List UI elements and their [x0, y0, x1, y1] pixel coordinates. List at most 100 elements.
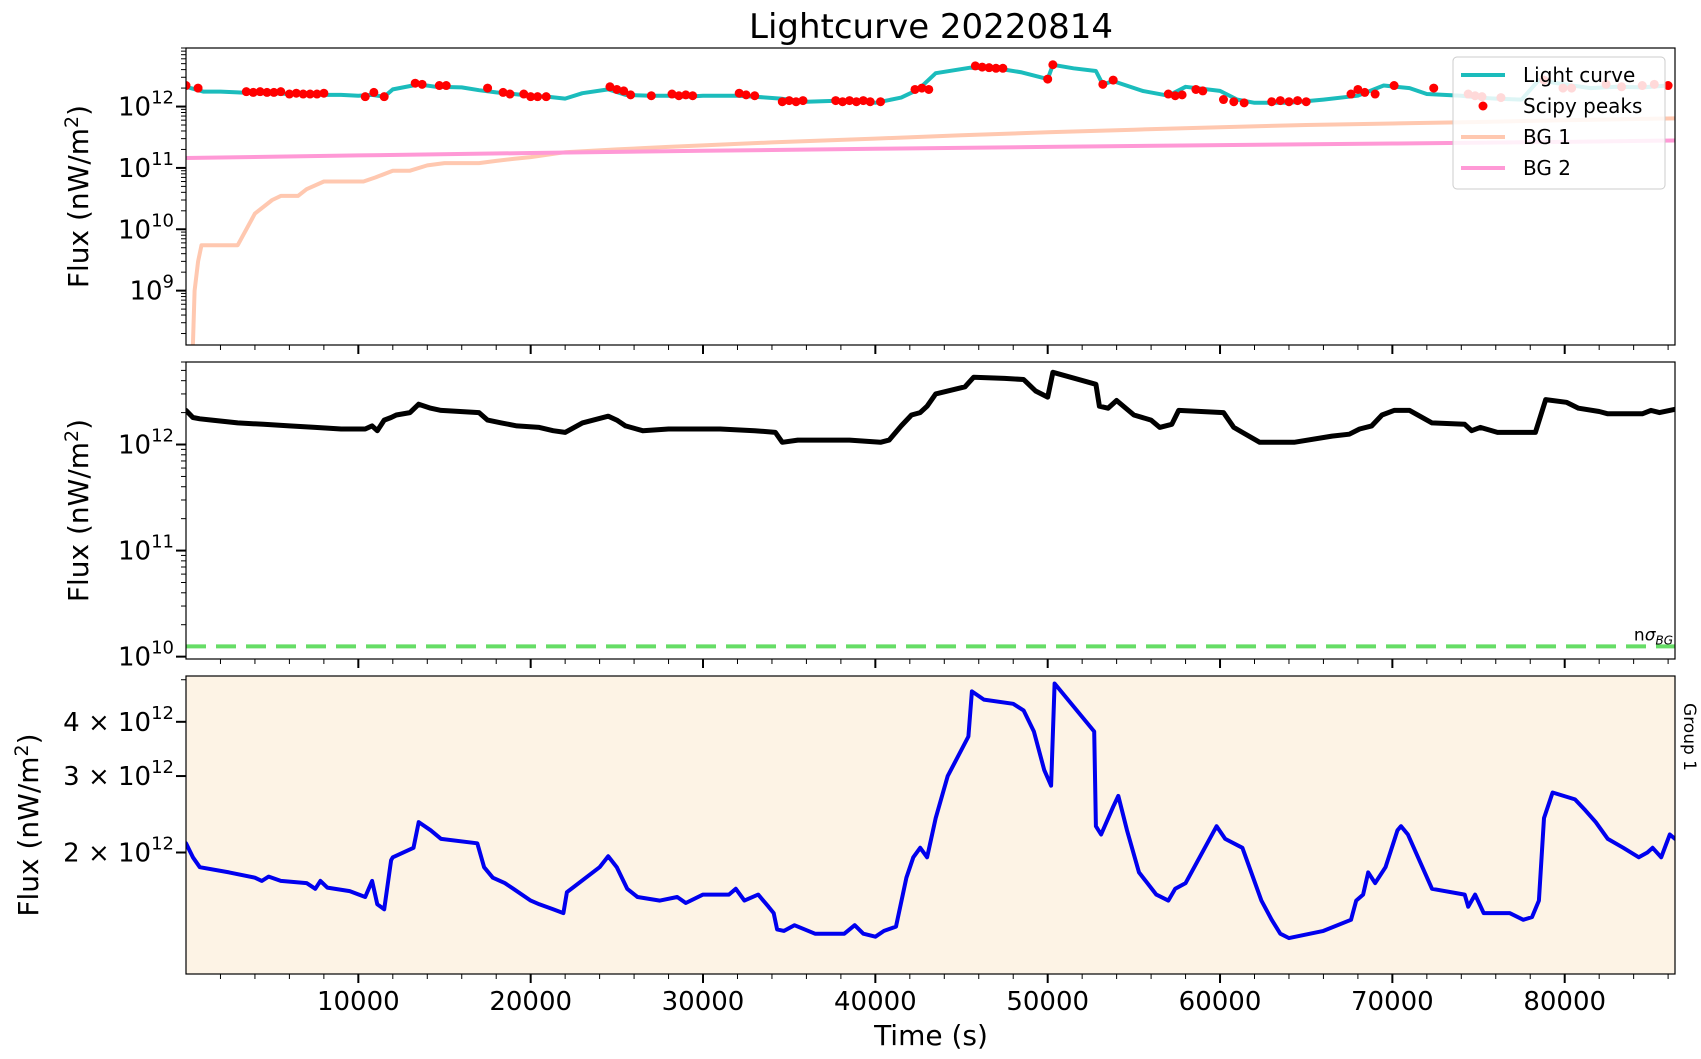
- peak-point: [910, 84, 920, 94]
- x-tick-label: 70000: [1351, 987, 1434, 1017]
- peak-point: [262, 87, 272, 97]
- subplot-3: Group 1 10000 20000 30000 40000 50000 60000 700…: [11, 675, 1699, 1017]
- peak-point: [750, 91, 760, 101]
- y-tick-label: 1010: [118, 210, 174, 245]
- peak-point: [791, 97, 801, 107]
- peak-point: [298, 89, 308, 99]
- peak-point: [417, 79, 427, 89]
- peak-point: [1218, 95, 1228, 105]
- peak-point: [441, 81, 451, 91]
- peak-point: [305, 89, 315, 99]
- peak-point: [1293, 96, 1303, 106]
- peak-point: [533, 92, 543, 102]
- peak-point: [1275, 96, 1285, 106]
- peak-point: [845, 96, 855, 106]
- peak-point: [838, 97, 848, 107]
- peak-point: [369, 87, 379, 97]
- peak-point: [505, 89, 515, 99]
- peak-point: [1198, 86, 1208, 96]
- peak-point: [248, 87, 258, 97]
- peak-point: [858, 96, 868, 106]
- peak-point: [541, 92, 551, 102]
- peak-point: [1429, 83, 1439, 93]
- peak-point: [1353, 84, 1363, 94]
- panel-background: [186, 676, 1675, 974]
- panel-frame: [185, 47, 1676, 346]
- x-tick-label: 40000: [834, 987, 917, 1017]
- series-line: [186, 369, 1675, 445]
- peak-point: [434, 81, 444, 91]
- legend-label: Light curve: [1523, 63, 1635, 87]
- legend-label: BG 2: [1523, 156, 1571, 180]
- peak-point: [498, 87, 508, 97]
- peak-point: [1267, 97, 1277, 107]
- peak-point: [1239, 98, 1249, 108]
- group-label: Group 1: [1679, 703, 1699, 771]
- peak-point: [998, 63, 1008, 73]
- peak-point: [312, 89, 322, 99]
- peak-point: [851, 97, 861, 107]
- figure-title: Lightcurve 20220814: [749, 7, 1113, 47]
- peak-point: [269, 87, 279, 97]
- peak-point: [734, 88, 744, 98]
- peak-point: [276, 87, 286, 97]
- peak-point: [1108, 75, 1118, 85]
- peak-point: [991, 63, 1001, 73]
- peak-point: [1048, 60, 1058, 70]
- y-tick-label: 3 × 1012: [63, 757, 174, 792]
- peak-point: [667, 89, 677, 99]
- peak-point: [255, 87, 265, 97]
- y-axis-title: Flux (nW/m2): [61, 105, 95, 288]
- legend-marker: [1478, 101, 1488, 111]
- plot-area: [186, 369, 1675, 649]
- peak-point: [626, 90, 636, 100]
- peak-point: [970, 61, 980, 71]
- x-tick-label: 30000: [662, 987, 745, 1017]
- peak-point: [186, 81, 191, 91]
- series-bg1-line: [190, 116, 1675, 345]
- panel-frame: [185, 675, 1676, 975]
- peak-point: [924, 84, 934, 94]
- subplot-1: 109 1010 1011 1012 Flux (nW/m2) Light curve Sc…: [61, 47, 1676, 354]
- peak-point: [241, 87, 251, 97]
- peak-point: [612, 84, 622, 94]
- peak-point: [741, 90, 751, 100]
- peak-point: [1284, 97, 1294, 107]
- x-axis-title: Time (s): [873, 1019, 988, 1052]
- peak-point: [526, 92, 536, 102]
- legend-label: BG 1: [1523, 125, 1571, 149]
- peak-point: [784, 96, 794, 106]
- peak-point: [1346, 89, 1356, 99]
- peak-point: [1229, 97, 1239, 107]
- peak-point: [681, 90, 691, 100]
- peak-point: [605, 82, 615, 92]
- peak-point: [619, 86, 629, 96]
- peak-point: [410, 78, 420, 88]
- panel-frame: [185, 361, 1676, 660]
- peak-point: [1170, 91, 1180, 101]
- peak-point: [798, 96, 808, 106]
- peak-point: [1663, 81, 1673, 91]
- x-tick-label: 50000: [1006, 987, 1089, 1017]
- peak-point: [1389, 81, 1399, 91]
- peak-point: [360, 92, 370, 102]
- peak-point: [646, 91, 656, 101]
- peak-point: [1177, 90, 1187, 100]
- y-tick-label: 2 × 1012: [63, 834, 174, 869]
- y-tick-label: 109: [129, 272, 174, 307]
- peak-point: [1043, 74, 1053, 84]
- threshold-label: nσBG: [1634, 625, 1673, 647]
- y-tick-label: 1011: [118, 149, 174, 184]
- peak-point: [284, 89, 294, 99]
- peak-point: [917, 83, 927, 93]
- x-tick-label: 80000: [1523, 987, 1606, 1017]
- peak-point: [1360, 87, 1370, 97]
- y-tick-label: 4 × 1012: [63, 703, 174, 738]
- peak-point: [865, 97, 875, 107]
- subplots: 109 1010 1011 1012 Flux (nW/m2) Light curve Sc…: [11, 47, 1699, 1017]
- x-tick-label: 10000: [317, 987, 400, 1017]
- legend-box: [1452, 56, 1666, 190]
- peak-point: [674, 91, 684, 101]
- peak-point: [519, 89, 529, 99]
